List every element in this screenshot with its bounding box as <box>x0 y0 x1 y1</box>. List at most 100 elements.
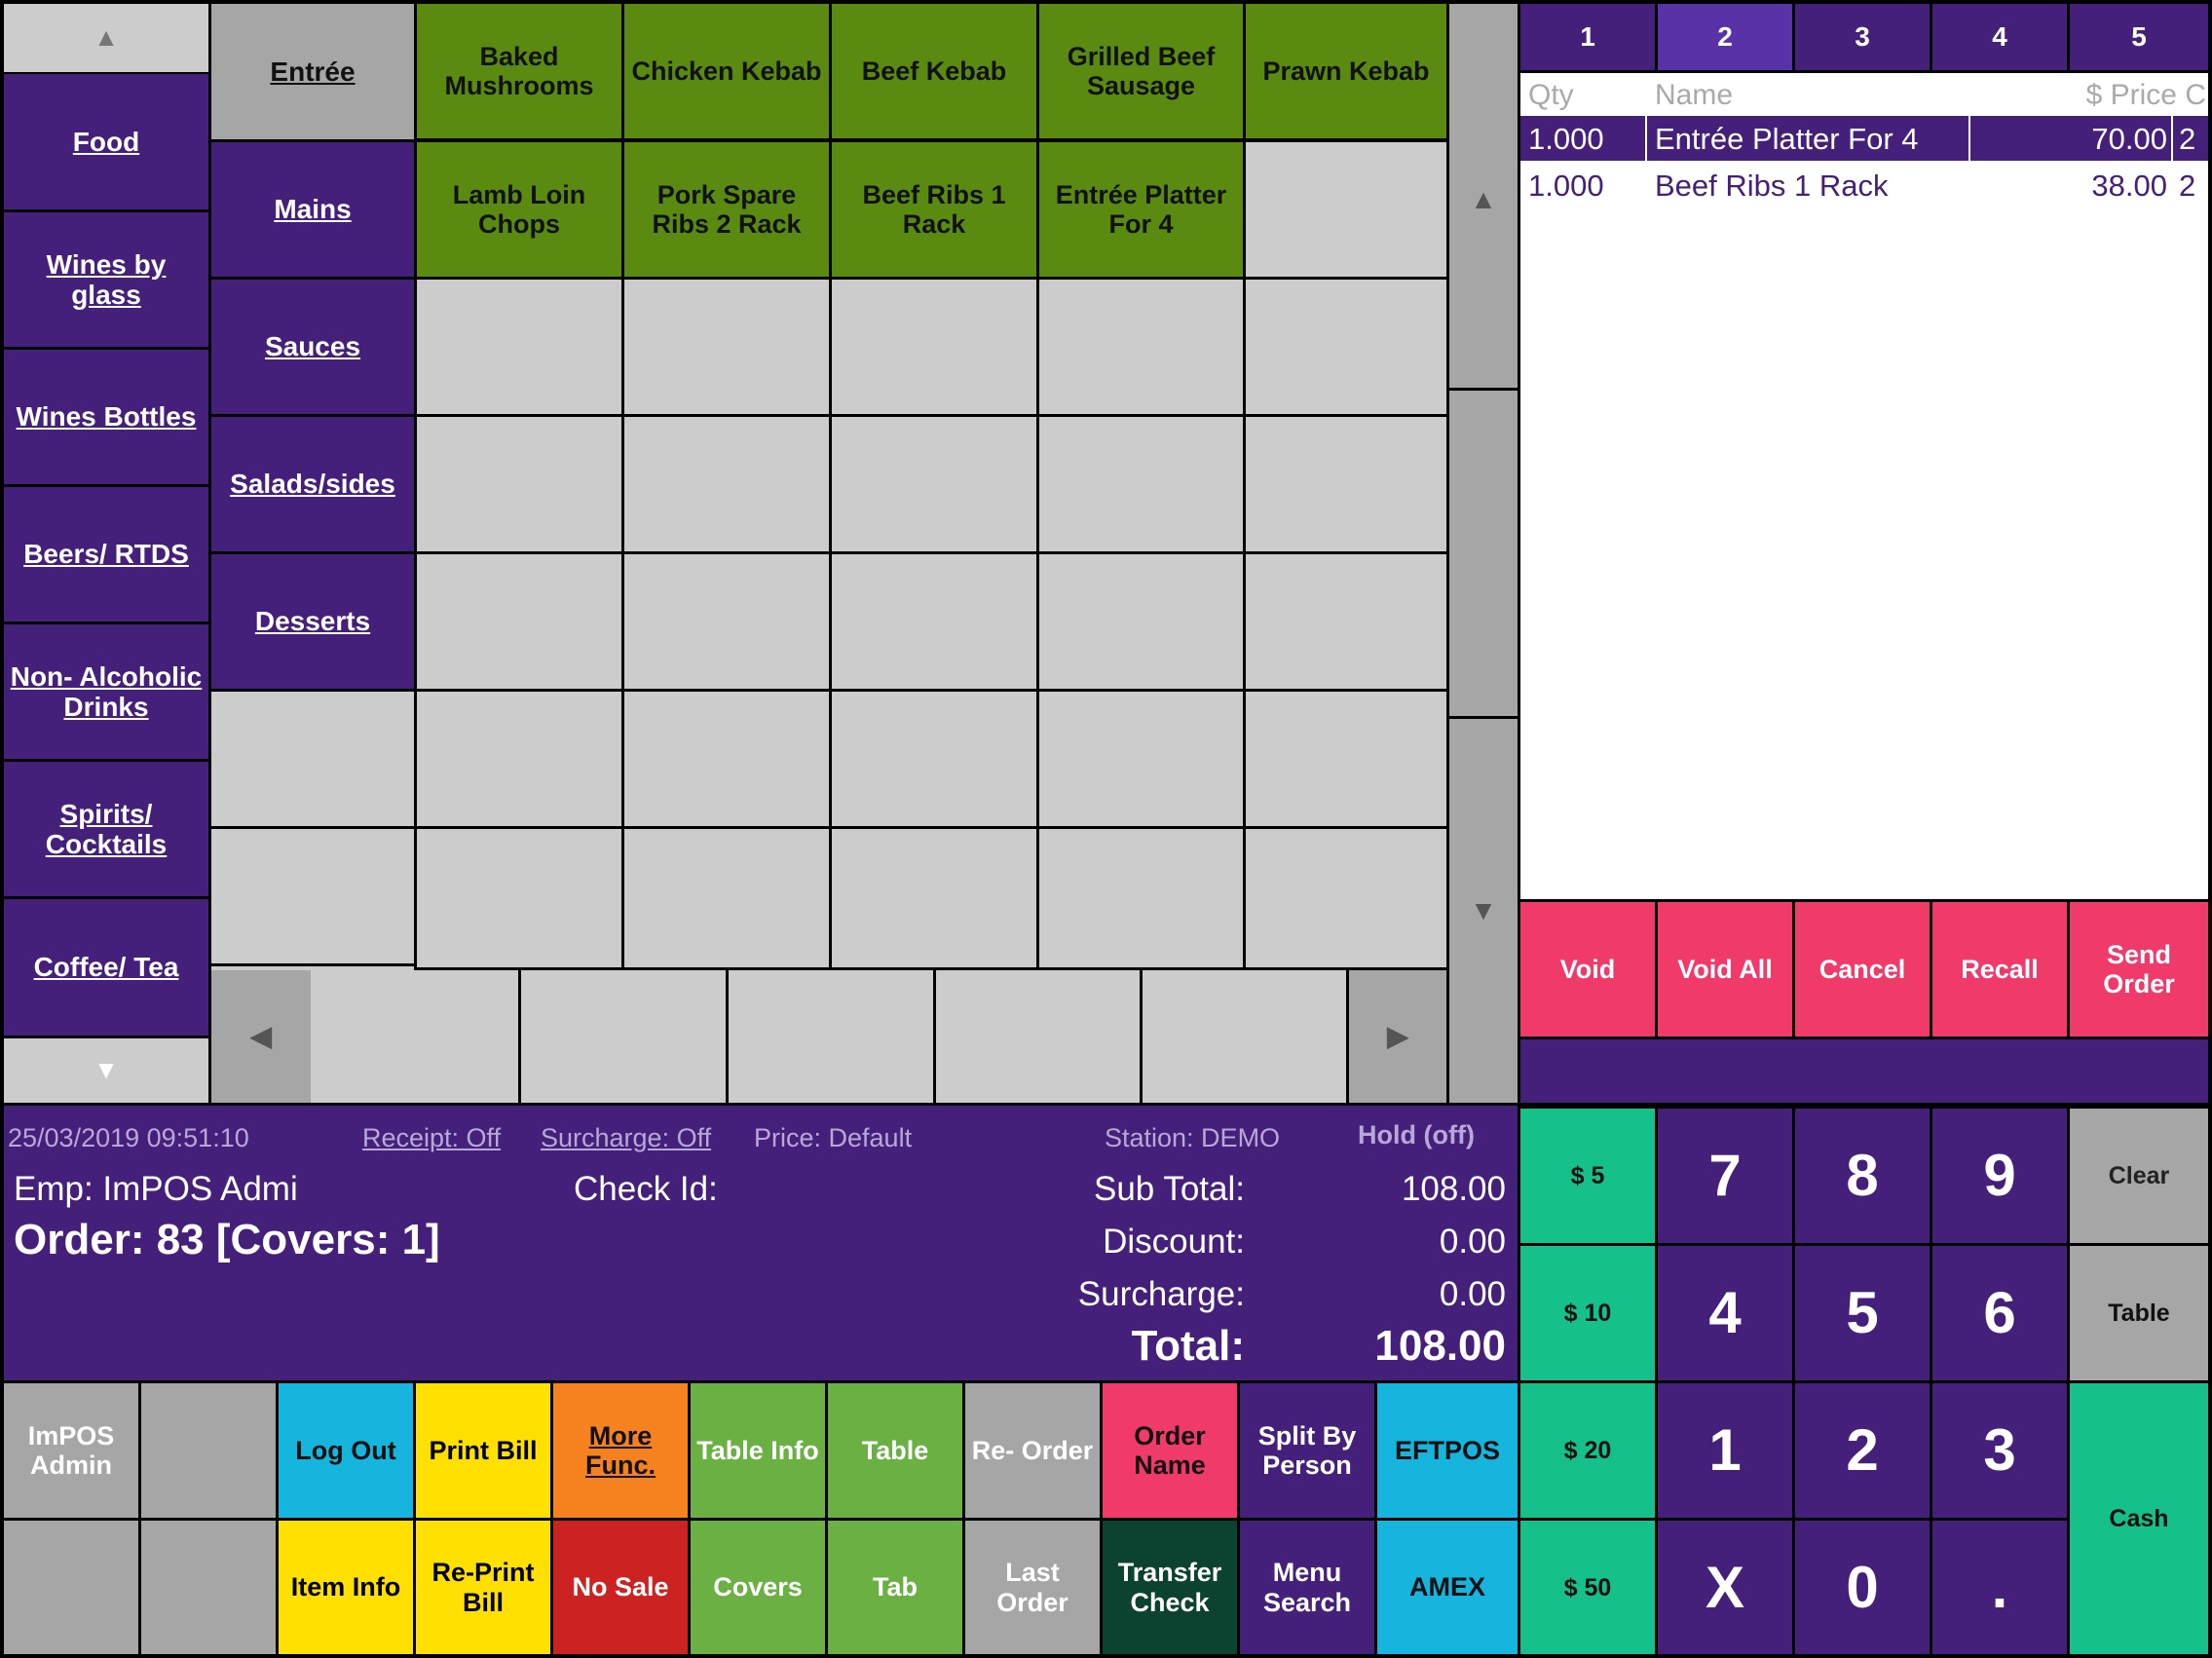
item-scroll-down-button[interactable]: ▼ <box>1449 877 1518 945</box>
item-info-button[interactable]: Item Info <box>279 1521 413 1654</box>
menu-search-button[interactable]: Menu Search <box>1240 1521 1374 1654</box>
order-line-selected[interactable]: 1.000 Entrée Platter For 4 70.00 2 <box>1520 116 2208 161</box>
order-name-button[interactable]: Order Name <box>1103 1383 1237 1518</box>
keypad-6[interactable]: 6 <box>1932 1246 2067 1380</box>
keypad-0[interactable]: 0 <box>1795 1521 1930 1654</box>
order-line-price: 38.00 <box>2091 169 2167 203</box>
page-slot <box>729 970 933 1103</box>
table-info-button[interactable]: Table Info <box>691 1383 825 1518</box>
discount-value: 0.00 <box>1439 1223 1506 1261</box>
amex-button[interactable]: AMEX <box>1377 1521 1518 1654</box>
re-order-button[interactable]: Re- Order <box>965 1383 1100 1518</box>
void-all-button[interactable]: Void All <box>1658 902 1792 1036</box>
category-spirits-cocktails[interactable]: Spirits/ Cocktails <box>4 762 208 896</box>
page-right-button[interactable]: ▶ <box>1349 970 1446 1103</box>
cash-5-button[interactable]: $ 5 <box>1520 1109 1655 1243</box>
split-by-person-button[interactable]: Split By Person <box>1240 1383 1374 1518</box>
category-scroll-down-button[interactable]: ▼ <box>4 1038 208 1103</box>
eftpos-button[interactable]: EFTPOS <box>1377 1383 1518 1518</box>
blank-button <box>141 1521 276 1654</box>
keypad-1[interactable]: 1 <box>1658 1383 1792 1518</box>
category-coffee-tea[interactable]: Coffee/ Tea <box>4 899 208 1036</box>
void-button[interactable]: Void <box>1520 902 1655 1036</box>
cancel-button[interactable]: Cancel <box>1795 902 1930 1036</box>
keypad-decimal[interactable]: . <box>1932 1521 2067 1654</box>
receipt-toggle[interactable]: Receipt: Off <box>362 1123 502 1152</box>
cash-20-button[interactable]: $ 20 <box>1520 1383 1655 1518</box>
menu-item-button[interactable]: Chicken Kebab <box>624 4 829 138</box>
menu-item-button[interactable]: Lamb Loin Chops <box>417 142 621 277</box>
seat-tab-2[interactable]: 2 <box>1658 4 1792 70</box>
more-functions-button[interactable]: More Func. <box>553 1383 688 1518</box>
seat-tab-4[interactable]: 4 <box>1932 4 2067 70</box>
subcategory-sauces[interactable]: Sauces <box>211 280 414 414</box>
category-beers-rtds[interactable]: Beers/ RTDS <box>4 487 208 622</box>
surcharge-value: 0.00 <box>1439 1275 1506 1313</box>
tab-button[interactable]: Tab <box>828 1521 962 1654</box>
keypad-8[interactable]: 8 <box>1795 1109 1930 1243</box>
order-header-qty: Qty <box>1528 79 1574 111</box>
menu-item-button[interactable]: Beef Kebab <box>832 4 1036 138</box>
seat-tab-1[interactable]: 1 <box>1520 4 1655 70</box>
category-wines-bottles[interactable]: Wines Bottles <box>4 350 208 484</box>
recall-button[interactable]: Recall <box>1932 902 2067 1036</box>
menu-item-button[interactable]: Baked Mushrooms <box>417 4 621 138</box>
menu-item-empty <box>624 280 829 414</box>
table-key-button[interactable]: Table <box>2070 1246 2208 1380</box>
keypad-3[interactable]: 3 <box>1932 1383 2067 1518</box>
subcategory-desserts[interactable]: Desserts <box>211 554 414 689</box>
seat-tab-3[interactable]: 3 <box>1795 4 1930 70</box>
order-line-name: Entrée Platter For 4 <box>1655 122 1919 156</box>
item-scrollbar[interactable] <box>1449 4 1518 1103</box>
keypad-multiply[interactable]: X <box>1658 1521 1792 1654</box>
menu-item-empty <box>1039 692 1243 826</box>
re-print-bill-button[interactable]: Re-Print Bill <box>416 1521 550 1654</box>
arrow-down-icon: ▼ <box>94 1055 119 1085</box>
menu-item-button[interactable]: Entrée Platter For 4 <box>1039 142 1243 277</box>
cash-50-button[interactable]: $ 50 <box>1520 1521 1655 1654</box>
cash-10-button[interactable]: $ 10 <box>1520 1246 1655 1380</box>
subcategory-entree[interactable]: Entrée <box>211 4 414 139</box>
last-order-button[interactable]: Last Order <box>965 1521 1100 1654</box>
menu-item-button[interactable]: Prawn Kebab <box>1246 4 1446 138</box>
subcategory-mains[interactable]: Mains <box>211 142 414 277</box>
category-scroll-up-button[interactable]: ▲ <box>4 4 208 72</box>
menu-item-empty <box>624 554 829 689</box>
send-order-button[interactable]: Send Order <box>2070 902 2208 1036</box>
total-value: 108.00 <box>1374 1322 1506 1370</box>
datetime: 25/03/2019 09:51:10 <box>8 1123 249 1152</box>
transfer-check-button[interactable]: Transfer Check <box>1103 1521 1237 1654</box>
page-left-button[interactable]: ◀ <box>211 970 311 1103</box>
cash-button[interactable]: Cash <box>2070 1383 2208 1654</box>
menu-item-button[interactable]: Beef Ribs 1 Rack <box>832 142 1036 277</box>
hold-status[interactable]: Hold (off) <box>1358 1120 1475 1149</box>
menu-item-button[interactable]: Grilled Beef Sausage <box>1039 4 1243 138</box>
order-line-qty: 1.000 <box>1528 169 1604 203</box>
print-bill-button[interactable]: Print Bill <box>416 1383 550 1518</box>
item-scroll-up-button[interactable]: ▲ <box>1449 166 1518 234</box>
menu-item-empty <box>1246 417 1446 551</box>
log-out-button[interactable]: Log Out <box>279 1383 413 1518</box>
order-list[interactable]: Qty Name $ Price C 1.000 Entrée Platter … <box>1520 73 2208 899</box>
category-non-alcoholic-drinks[interactable]: Non- Alcoholic Drinks <box>4 624 208 759</box>
entry-display <box>1520 1039 2208 1103</box>
no-sale-button[interactable]: No Sale <box>553 1521 688 1654</box>
keypad-9[interactable]: 9 <box>1932 1109 2067 1243</box>
menu-item-empty <box>624 417 829 551</box>
subcategory-salads-sides[interactable]: Salads/sides <box>211 417 414 551</box>
covers-button[interactable]: Covers <box>691 1521 825 1654</box>
user-button[interactable]: ImPOS Admin <box>4 1383 138 1518</box>
category-food[interactable]: Food <box>4 74 208 209</box>
menu-item-button[interactable]: Pork Spare Ribs 2 Rack <box>624 142 829 277</box>
price-level: Price: Default <box>754 1123 913 1152</box>
category-wines-by-glass[interactable]: Wines by glass <box>4 212 208 347</box>
keypad-7[interactable]: 7 <box>1658 1109 1792 1243</box>
surcharge-toggle[interactable]: Surcharge: Off <box>541 1123 712 1152</box>
keypad-4[interactable]: 4 <box>1658 1246 1792 1380</box>
clear-button[interactable]: Clear <box>2070 1109 2208 1243</box>
table-button[interactable]: Table <box>828 1383 962 1518</box>
seat-tab-5[interactable]: 5 <box>2070 4 2208 70</box>
keypad-2[interactable]: 2 <box>1795 1383 1930 1518</box>
keypad-5[interactable]: 5 <box>1795 1246 1930 1380</box>
order-line[interactable]: 1.000 Beef Ribs 1 Rack 38.00 2 <box>1520 163 2208 207</box>
